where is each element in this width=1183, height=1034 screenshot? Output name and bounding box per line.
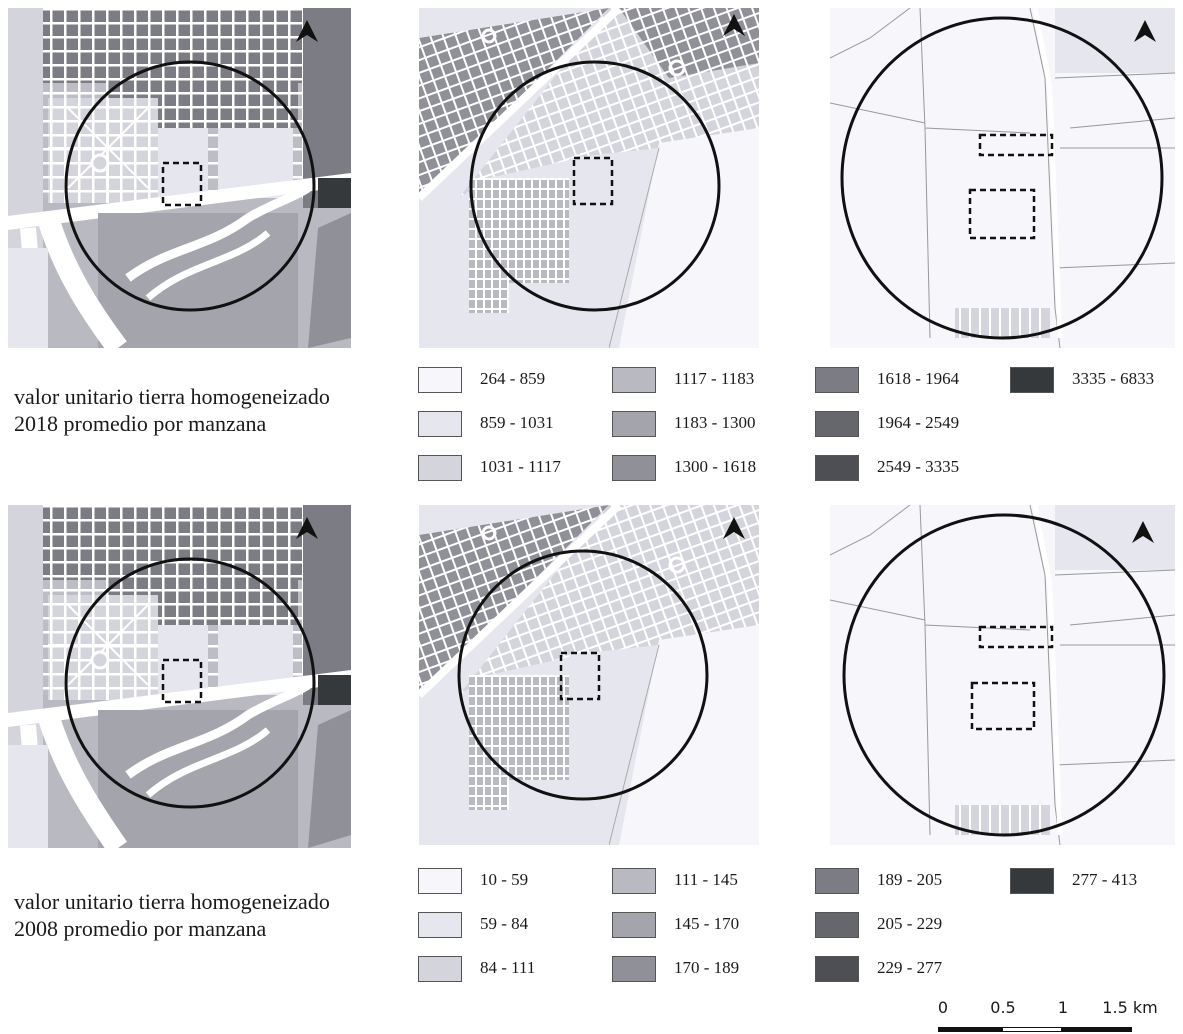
legend-label: 3335 - 6833 [1072,369,1155,388]
legend-swatch [815,411,859,437]
legend-swatch [418,367,462,393]
north-arrow-icon [723,517,745,539]
legend-label: 264 - 859 [480,369,546,388]
legend-label: 1117 - 1183 [674,369,755,388]
scale-segment [938,1027,1002,1032]
legend-swatch [612,912,656,938]
legend-swatch [418,912,462,938]
scale-label-1-5-km: 1.5 km [1102,998,1158,1017]
legend-swatch [815,956,859,982]
legend-swatch [815,367,859,393]
legend-title-line2: 2008 promedio por manzana [14,916,267,941]
map-2008-rural-outskirts [830,505,1175,845]
legend-label: 84 - 111 [480,958,536,977]
north-arrow-icon [1132,521,1154,543]
north-arrow-icon [1134,20,1156,42]
legend-label: 145 - 170 [674,914,740,933]
legend-swatch [612,455,656,481]
legend-label: 1031 - 1117 [480,457,561,476]
legend-title-line2: 2018 promedio por manzana [14,411,267,436]
legend-label: 1618 - 1964 [877,369,960,388]
legend-label: 170 - 189 [674,958,740,977]
legend-label: 2549 - 3335 [877,457,960,476]
legend-swatch [612,367,656,393]
legend-swatch [612,868,656,894]
legend-label: 277 - 413 [1072,870,1138,889]
legend-label: 59 - 84 [480,914,529,933]
legend-title-line1: valor unitario tierra homogeneizado [14,889,330,914]
legend-swatch [418,455,462,481]
legend-swatch [418,868,462,894]
legend-swatch [1010,868,1054,894]
legend-title-2008: valor unitario tierra homogeneizado 2008… [14,888,330,942]
legend-label: 229 - 277 [877,958,943,977]
legend-label: 1300 - 1618 [674,457,757,476]
north-arrow-icon [296,20,318,42]
legend-label: 10 - 59 [480,870,529,889]
legend-label: 189 - 205 [877,870,943,889]
legend-label: 859 - 1031 [480,413,554,432]
scale-label-1: 1 [1057,998,1069,1017]
map-2008-urban-center [8,505,351,848]
map-2008-northwest-grid [419,505,759,845]
legend-swatch [815,455,859,481]
map-2018-rural-outskirts [830,8,1175,348]
scale-label-0: 0 [937,998,949,1017]
legend-label: 205 - 229 [877,914,943,933]
legend-swatch [612,411,656,437]
map-2018-northwest-grid [419,8,759,348]
legend-swatch [815,912,859,938]
scale-segment [1002,1027,1062,1032]
north-arrow-icon [296,517,318,539]
legend-label: 111 - 145 [674,870,738,889]
map-2018-urban-center [8,8,351,348]
legend-label: 1183 - 1300 [674,413,756,432]
legend-swatch [418,411,462,437]
legend-swatch [815,868,859,894]
legend-swatch [612,956,656,982]
legend-title-line1: valor unitario tierra homogeneizado [14,384,330,409]
legend-swatch [418,956,462,982]
scale-segment [1062,1027,1132,1032]
scale-bar: 0 0.5 1 1.5 km [930,998,1180,1034]
legend-swatch [1010,367,1054,393]
legend-label: 1964 - 2549 [877,413,960,432]
scale-label-0-5: 0.5 [990,998,1016,1017]
north-arrow-icon [723,14,745,36]
legend-title-2018: valor unitario tierra homogeneizado 2018… [14,383,330,437]
